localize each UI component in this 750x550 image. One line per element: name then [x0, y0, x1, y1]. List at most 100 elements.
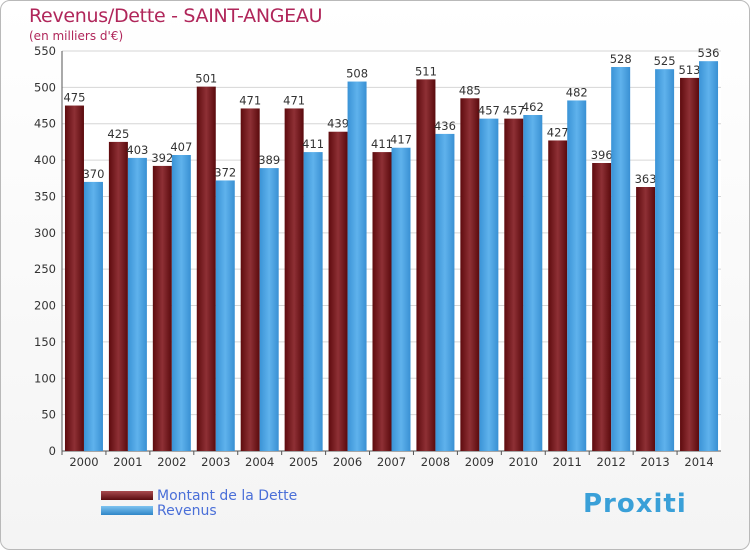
legend-item-dette: Montant de la Dette: [101, 487, 298, 504]
bar-revenus: [523, 115, 543, 451]
data-label-dette: 392: [151, 151, 173, 165]
bar-revenus: [259, 168, 279, 451]
bar-revenus: [215, 180, 235, 452]
bar-revenus: [435, 133, 455, 451]
y-tick-label: 150: [34, 335, 56, 349]
data-label-dette: 471: [283, 93, 305, 107]
data-label-dette: 427: [547, 125, 569, 139]
chart-title: Revenus/Dette - SAINT-ANGEAU: [29, 5, 323, 27]
bar-revenus: [303, 152, 323, 451]
x-tick-label: 2014: [684, 455, 713, 469]
legend: Montant de la Dette Revenus: [101, 487, 298, 519]
data-label-dette: 513: [679, 63, 701, 77]
bar-dette: [592, 163, 612, 451]
data-label-revenus: 417: [390, 133, 412, 147]
brand-logo-text: Proxiti: [583, 489, 687, 519]
bar-dette: [548, 140, 568, 452]
data-label-dette: 485: [459, 83, 481, 97]
x-tick-label: 2012: [597, 455, 626, 469]
data-label-revenus: 525: [654, 54, 676, 68]
x-tick-label: 2011: [553, 455, 582, 469]
data-label-revenus: 482: [566, 85, 588, 99]
data-label-revenus: 372: [214, 165, 236, 179]
data-label-revenus: 528: [610, 52, 632, 66]
bar-dette: [504, 118, 524, 452]
x-tick-label: 2008: [421, 455, 450, 469]
data-label-dette: 411: [371, 137, 393, 151]
y-tick-label: 250: [34, 262, 56, 276]
x-tick-label: 2001: [113, 455, 142, 469]
data-label-dette: 511: [415, 64, 437, 78]
data-label-revenus: 457: [478, 104, 500, 118]
data-label-dette: 471: [239, 93, 261, 107]
bar-dette: [416, 79, 436, 451]
y-tick-label: 400: [34, 153, 56, 167]
bar-revenus: [171, 155, 191, 451]
bar-dette: [328, 131, 348, 451]
data-label-dette: 439: [327, 117, 349, 131]
bar-revenus: [611, 67, 631, 451]
x-tick-label: 2005: [289, 455, 318, 469]
bar-dette: [284, 108, 304, 452]
bar-revenus: [699, 61, 719, 451]
data-label-dette: 425: [107, 127, 129, 141]
bar-revenus: [83, 181, 103, 451]
bar-dette: [64, 105, 84, 451]
y-tick-label: 500: [34, 80, 56, 94]
data-label-dette: 501: [195, 72, 217, 86]
data-label-dette: 475: [63, 91, 85, 105]
data-label-dette: 396: [591, 148, 613, 162]
bar-revenus: [347, 81, 367, 451]
y-tick-label: 350: [34, 189, 56, 203]
brand-logo: Proxiti: [583, 489, 687, 519]
x-tick-label: 2006: [333, 455, 362, 469]
x-tick-label: 2004: [245, 455, 274, 469]
x-tick-label: 2013: [640, 455, 669, 469]
data-label-revenus: 508: [346, 67, 368, 81]
legend-swatch-revenus: [101, 506, 153, 515]
data-label-revenus: 407: [170, 140, 192, 154]
bar-dette: [240, 108, 260, 452]
x-tick-label: 2007: [377, 455, 406, 469]
bar-dette: [372, 152, 392, 451]
data-label-revenus: 411: [302, 137, 324, 151]
legend-label-dette: Montant de la Dette: [157, 487, 298, 504]
data-label-dette: 363: [635, 172, 657, 186]
chart-subtitle: (en milliers d'€): [29, 29, 124, 43]
bar-revenus: [127, 157, 147, 451]
x-tick-label: 2009: [465, 455, 494, 469]
data-label-revenus: 436: [434, 119, 456, 133]
y-tick-label: 50: [41, 408, 56, 422]
y-tick-label: 200: [34, 299, 56, 313]
x-tick-label: 2000: [69, 455, 98, 469]
y-tick-label: 0: [49, 444, 56, 458]
bar-revenus: [479, 118, 499, 452]
data-label-revenus: 403: [126, 143, 148, 157]
y-tick-label: 550: [34, 44, 56, 58]
bar-dette: [680, 77, 700, 451]
bar-dette: [108, 141, 128, 451]
y-tick-label: 300: [34, 226, 56, 240]
data-label-dette: 457: [503, 104, 525, 118]
bar-dette: [152, 165, 172, 451]
data-label-revenus: 462: [522, 100, 544, 114]
bar-revenus: [391, 147, 411, 451]
bar-dette: [636, 187, 656, 451]
bar-dette: [460, 98, 480, 451]
legend-swatch-dette: [101, 491, 153, 500]
y-tick-label: 450: [34, 117, 56, 131]
x-tick-label: 2003: [201, 455, 230, 469]
data-label-revenus: 370: [82, 167, 104, 181]
x-tick-label: 2002: [157, 455, 186, 469]
data-label-revenus: 536: [698, 46, 720, 60]
bar-dette: [196, 86, 216, 452]
y-tick-label: 100: [34, 371, 56, 385]
legend-label-revenus: Revenus: [157, 502, 217, 519]
x-tick-label: 2010: [509, 455, 538, 469]
data-label-revenus: 389: [258, 153, 280, 167]
bar-revenus: [567, 100, 587, 452]
bar-revenus: [655, 69, 675, 451]
legend-item-revenus: Revenus: [101, 502, 297, 519]
